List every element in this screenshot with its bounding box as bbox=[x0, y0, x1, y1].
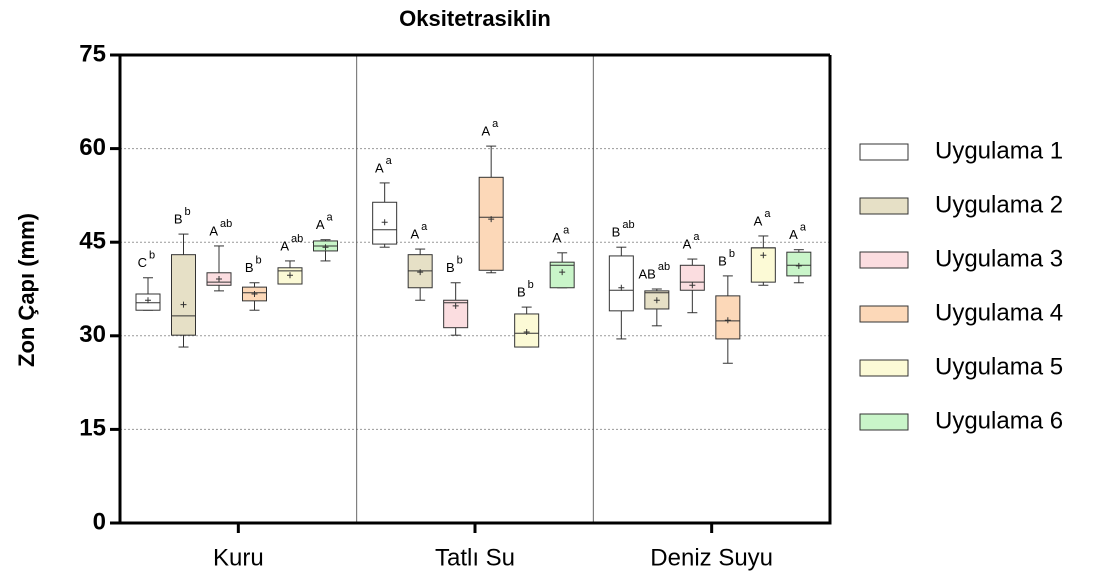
y-tick-label: 45 bbox=[79, 228, 106, 255]
y-tick-label: 15 bbox=[79, 415, 106, 442]
group-letter-sup: b bbox=[185, 206, 191, 218]
group-letter: A bbox=[552, 230, 561, 245]
mean bbox=[287, 272, 293, 279]
group-letter: A bbox=[754, 213, 763, 228]
x-tick-label: Deniz Suyu bbox=[650, 544, 773, 571]
mean bbox=[145, 297, 151, 304]
group-letter-sup: b bbox=[457, 255, 463, 267]
mean bbox=[523, 329, 530, 336]
mean bbox=[180, 301, 187, 308]
group-letter: A bbox=[410, 227, 419, 242]
group-letter-sup: b bbox=[528, 279, 534, 291]
group-letter-sup: ab bbox=[220, 218, 232, 230]
group-letter-sup: a bbox=[386, 155, 393, 167]
group-letter-sup: a bbox=[693, 231, 700, 243]
box bbox=[608, 255, 634, 312]
mean bbox=[724, 317, 731, 324]
mean bbox=[417, 269, 424, 276]
group-letter: B bbox=[718, 253, 727, 268]
group-letter: C bbox=[138, 255, 147, 270]
mean bbox=[618, 284, 625, 291]
group-letter: B bbox=[174, 212, 183, 227]
group-letter: B bbox=[245, 260, 254, 275]
legend-swatch bbox=[859, 197, 909, 215]
group-letter-sup: a bbox=[800, 222, 807, 234]
y-tick-label: 60 bbox=[79, 134, 106, 161]
mean bbox=[322, 244, 329, 251]
legend-swatch bbox=[859, 305, 909, 323]
mean bbox=[251, 290, 258, 297]
legend-swatch bbox=[859, 413, 909, 431]
x-tick-label: Kuru bbox=[213, 544, 264, 571]
mean bbox=[760, 252, 767, 259]
group-letter-sup: a bbox=[563, 225, 570, 237]
group-letter-sup: a bbox=[492, 118, 499, 130]
mean bbox=[559, 269, 566, 276]
group-letter: A bbox=[316, 217, 325, 232]
mean bbox=[452, 302, 459, 309]
legend-swatch bbox=[859, 359, 909, 377]
group-letter: A bbox=[375, 160, 384, 175]
y-tick-label: 0 bbox=[93, 508, 106, 535]
legend-label: Uygulama 6 bbox=[935, 407, 1063, 434]
mean bbox=[653, 297, 660, 304]
group-letter: A bbox=[280, 238, 289, 253]
box bbox=[478, 176, 504, 271]
legend-swatch bbox=[859, 251, 909, 269]
group-letter-sup: b bbox=[256, 255, 262, 267]
group-letter: A bbox=[683, 236, 692, 251]
group-letter-sup: ab bbox=[291, 233, 303, 245]
mean bbox=[216, 276, 222, 283]
y-tick-label: 30 bbox=[79, 321, 106, 348]
legend-label: Uygulama 5 bbox=[935, 353, 1063, 380]
mean bbox=[795, 262, 802, 269]
legend-label: Uygulama 1 bbox=[935, 137, 1063, 164]
group-letter: AB bbox=[638, 266, 655, 281]
x-tick-label: Tatlı Su bbox=[435, 544, 515, 571]
group-letter: A bbox=[209, 223, 218, 238]
mean bbox=[488, 216, 495, 223]
group-letter-sup: a bbox=[327, 212, 334, 224]
group-letter: A bbox=[481, 124, 490, 139]
y-axis-title: Zon Çapı (mm) bbox=[14, 213, 39, 367]
legend-label: Uygulama 4 bbox=[935, 299, 1063, 326]
group-letter: A bbox=[789, 227, 798, 242]
legend-swatch bbox=[859, 143, 909, 161]
legend-label: Uygulama 3 bbox=[935, 245, 1063, 272]
y-tick-label: 75 bbox=[79, 40, 106, 67]
group-letter: B bbox=[612, 225, 621, 240]
group-letter-sup: ab bbox=[658, 261, 670, 273]
group-letter: B bbox=[517, 285, 526, 300]
group-letter-sup: a bbox=[764, 208, 771, 220]
mean bbox=[381, 219, 388, 226]
group-letter: B bbox=[446, 260, 455, 275]
group-letter-sup: a bbox=[421, 221, 428, 233]
mean bbox=[689, 282, 696, 289]
legend-label: Uygulama 2 bbox=[935, 191, 1063, 218]
box bbox=[171, 254, 196, 336]
chart-title: Oksitetrasiklin bbox=[399, 6, 551, 31]
group-letter-sup: ab bbox=[622, 219, 634, 231]
group-letter-sup: b bbox=[149, 250, 155, 262]
group-letter-sup: b bbox=[729, 248, 735, 260]
